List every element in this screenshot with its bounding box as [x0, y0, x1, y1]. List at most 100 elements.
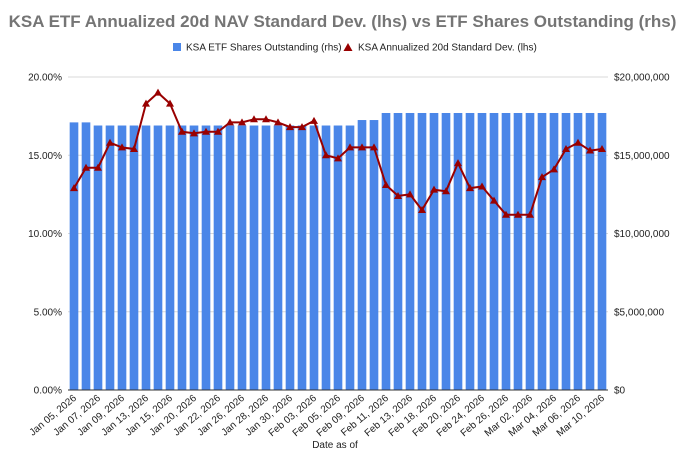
bar — [153, 125, 163, 390]
line-marker — [106, 138, 114, 146]
line-marker — [310, 116, 318, 124]
bar — [309, 125, 319, 390]
bar — [273, 125, 283, 390]
y-right-tick-label: $5,000,000 — [614, 307, 664, 318]
bar — [453, 112, 463, 391]
bar — [333, 125, 343, 390]
line-marker — [142, 99, 150, 107]
bar — [393, 112, 403, 391]
bar — [321, 125, 331, 390]
bar — [237, 125, 247, 390]
bar — [369, 120, 379, 390]
bar — [105, 125, 115, 390]
bar — [561, 112, 571, 391]
x-axis-title: Date as of — [312, 440, 358, 451]
line-marker — [358, 143, 366, 151]
line-marker — [118, 143, 126, 151]
bar — [597, 112, 607, 391]
bar — [213, 125, 223, 390]
line-marker — [154, 88, 162, 96]
line-marker — [334, 154, 342, 162]
line-marker — [550, 165, 558, 173]
bar — [441, 112, 451, 391]
bar — [381, 112, 391, 391]
line-marker — [370, 143, 378, 151]
line-marker — [250, 115, 258, 123]
bar — [573, 112, 583, 391]
line-marker — [454, 159, 462, 167]
line-marker — [478, 182, 486, 190]
bar — [69, 122, 79, 390]
y-right-tick-label: $0 — [614, 386, 626, 397]
line-marker — [226, 118, 234, 126]
line-marker — [214, 127, 222, 135]
bar — [261, 125, 271, 390]
line-marker — [538, 173, 546, 181]
y-right-tick-label: $10,000,000 — [614, 229, 670, 240]
line-marker — [562, 144, 570, 152]
y-left-tick-label: 20.00% — [28, 73, 62, 84]
bar — [417, 112, 427, 391]
y-right-tick-label: $20,000,000 — [614, 73, 670, 84]
line-marker — [166, 99, 174, 107]
line-marker — [466, 184, 474, 192]
bar — [477, 112, 487, 391]
line-marker — [598, 144, 606, 152]
bar — [177, 125, 187, 390]
y-left-tick-label: 10.00% — [28, 229, 62, 240]
line-marker — [382, 180, 390, 188]
line-marker — [178, 127, 186, 135]
legend-label-line: KSA Annualized 20d Standard Dev. (lhs) — [358, 43, 537, 54]
line-marker — [430, 185, 438, 193]
bar — [585, 112, 595, 391]
y-left-tick-label: 15.00% — [28, 151, 62, 162]
line-marker — [274, 118, 282, 126]
line-marker — [514, 210, 522, 218]
bar — [81, 122, 91, 390]
bar — [549, 112, 559, 391]
line-marker — [298, 123, 306, 131]
line-marker — [502, 210, 510, 218]
line-marker — [574, 138, 582, 146]
bar — [249, 125, 259, 390]
bar — [465, 112, 475, 391]
bar — [489, 112, 499, 391]
legend-label-bar: KSA ETF Shares Outstanding (rhs) — [186, 43, 342, 54]
y-left-tick-label: 5.00% — [34, 307, 62, 318]
bar — [405, 112, 415, 391]
line-marker — [526, 210, 534, 218]
line-marker — [70, 184, 78, 192]
line-marker — [238, 118, 246, 126]
line-marker — [82, 163, 90, 171]
line-marker — [262, 115, 270, 123]
line-marker — [586, 146, 594, 154]
bar — [513, 112, 523, 391]
line-marker — [442, 187, 450, 195]
bar — [537, 112, 547, 391]
line-marker — [322, 151, 330, 159]
bar — [429, 112, 439, 391]
line-marker — [418, 206, 426, 214]
bar — [165, 125, 175, 390]
line-marker — [130, 144, 138, 152]
bar — [225, 125, 235, 390]
y-right-tick-label: $15,000,000 — [614, 151, 670, 162]
line-marker — [190, 129, 198, 137]
line-marker — [202, 127, 210, 135]
chart-title: KSA ETF Annualized 20d NAV Standard Dev.… — [8, 12, 677, 31]
line-marker — [346, 143, 354, 151]
y-left-tick-label: 0.00% — [34, 386, 62, 397]
line-marker — [490, 196, 498, 204]
bar — [201, 125, 211, 390]
line-marker — [394, 191, 402, 199]
bar — [93, 125, 103, 390]
legend-swatch-line — [343, 43, 353, 51]
line-marker — [94, 163, 102, 171]
bar — [117, 125, 127, 390]
legend-swatch-bar — [173, 43, 181, 51]
bar — [357, 120, 367, 390]
bar — [525, 112, 535, 391]
bar — [285, 125, 295, 390]
